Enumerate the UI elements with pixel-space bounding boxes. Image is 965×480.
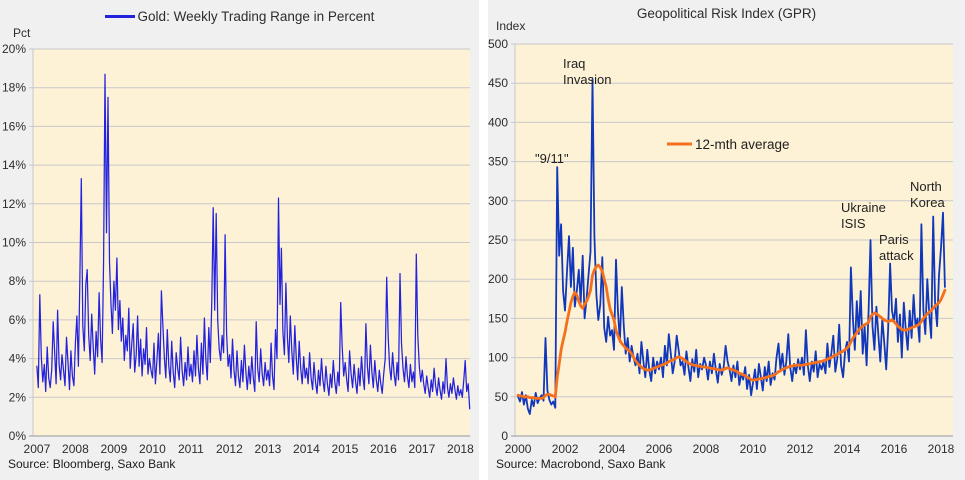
x-tick-label: 2018 — [928, 442, 955, 456]
x-tick-label: 2010 — [139, 442, 166, 456]
x-tick-label: 2014 — [293, 442, 320, 456]
gpr-chart-title: Geopolitical Risk Index (GPR) — [636, 6, 817, 21]
y-tick-label: 0 — [501, 429, 508, 443]
y-tick-label: 250 — [488, 233, 508, 247]
x-tick-label: 2008 — [693, 442, 720, 456]
y-tick-label: 450 — [488, 76, 508, 90]
y-tick-label: 8% — [9, 274, 27, 288]
x-tick-label: 2009 — [101, 442, 128, 456]
annotation: North Korea — [910, 179, 945, 210]
series-gold-range — [36, 73, 471, 410]
gold-chart-y-axis-unit: Pct — [13, 26, 31, 40]
x-tick-label: 2002 — [552, 442, 579, 456]
gpr-chart-y-axis-unit: Index — [496, 19, 526, 33]
y-tick-label: 16% — [2, 119, 26, 133]
y-tick-label: 100 — [488, 351, 508, 365]
y-tick-label: 0% — [9, 429, 27, 443]
y-tick-label: 2% — [9, 390, 27, 404]
annotation: Iraq Invasion — [563, 56, 611, 87]
y-tick-label: 500 — [488, 37, 508, 51]
x-tick-label: 2007 — [24, 442, 51, 456]
x-tick-label: 2012 — [787, 442, 814, 456]
y-tick-label: 14% — [2, 158, 26, 172]
y-tick-label: 200 — [488, 272, 508, 286]
x-tick-label: 2006 — [646, 442, 673, 456]
y-tick-label: 300 — [488, 194, 508, 208]
gpr-chart-source: Source: Macrobond, Saxo Bank — [496, 457, 666, 471]
x-tick-label: 2011 — [178, 442, 204, 456]
y-tick-label: 150 — [488, 311, 508, 325]
x-tick-label: 2010 — [740, 442, 767, 456]
y-tick-label: 400 — [488, 115, 508, 129]
y-tick-label: 18% — [2, 81, 26, 95]
x-tick-label: 2014 — [834, 442, 861, 456]
x-tick-label: 2000 — [505, 442, 532, 456]
gold-chart-legend-label: Gold: Weekly Trading Range in Percent — [137, 9, 375, 24]
gold-weekly-range-chart: 0% 2% 4% 6% 8% 10% 12% 14% 16% 18% 20% 2007 2008 2009… — [2, 42, 474, 456]
y-tick-label: 10% — [2, 236, 26, 250]
gpr-chart-panel: Geopolitical Risk Index (GPR) Index 0 50 1… — [488, 0, 965, 480]
annotation: "9/11" — [535, 151, 569, 166]
x-tick-label: 2016 — [881, 442, 908, 456]
gold-series-line-swatch — [104, 15, 135, 18]
gold-chart-source: Source: Bloomberg, Saxo Bank — [8, 457, 176, 471]
gold-chart-legend: Gold: Weekly Trading Range in Percent — [0, 9, 479, 24]
x-tick-label: 2004 — [599, 442, 626, 456]
gold-chart-panel: Gold: Weekly Trading Range in Percent Pc… — [0, 0, 479, 480]
annotation: Ukraine ISIS — [841, 200, 886, 231]
x-tick-label: 2013 — [255, 442, 282, 456]
x-tick-label: 2016 — [370, 442, 397, 456]
panel-divider — [479, 0, 488, 480]
x-tick-label: 2008 — [62, 442, 89, 456]
y-tick-label: 50 — [495, 390, 509, 404]
x-tick-label: 2015 — [332, 442, 359, 456]
average-legend-label: 12-mth average — [695, 137, 790, 152]
gpr-chart: 0 50 100 150 200 250 300 350 400 450 500 2000 2002 20… — [488, 37, 955, 456]
x-tick-label: 2012 — [216, 442, 243, 456]
series-gpr-monthly — [517, 78, 946, 415]
y-tick-label: 12% — [2, 197, 26, 211]
y-tick-label: 350 — [488, 155, 508, 169]
annotation: Paris attack — [879, 232, 914, 263]
x-tick-label: 2017 — [409, 442, 436, 456]
x-tick-label: 2018 — [447, 442, 474, 456]
y-tick-label: 20% — [2, 42, 26, 56]
y-tick-label: 4% — [9, 352, 27, 366]
series-gpr-12mth-average — [516, 263, 947, 400]
y-tick-label: 6% — [9, 313, 27, 327]
